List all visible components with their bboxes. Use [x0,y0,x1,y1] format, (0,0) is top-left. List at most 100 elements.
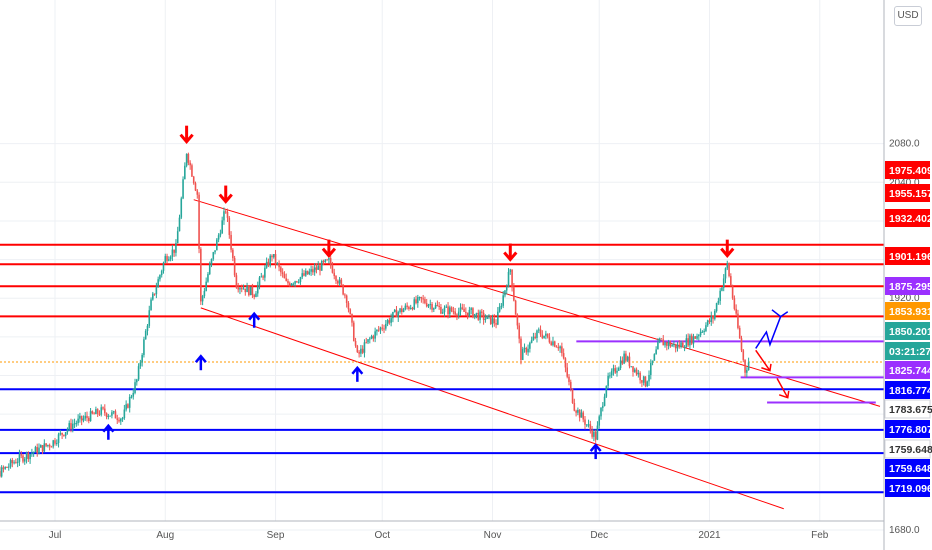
candle-body [130,396,133,398]
candle-body [306,270,309,275]
candle-body [47,444,49,446]
candle-body [607,375,609,386]
price-tag-label: 1783.675 [889,404,932,416]
candle-body [93,413,95,415]
candle-body [288,283,291,286]
candle-body [6,466,8,468]
candle-body [694,336,697,339]
candle-body [523,347,526,350]
candle-body [737,313,739,328]
candle-body [89,411,92,422]
candle-body [68,423,71,430]
candle-body [264,267,266,278]
price-tag-label: 1853.931 [889,306,932,318]
candle-body [178,217,181,232]
candle-body [587,424,590,426]
candle-body [303,273,305,276]
candle-body [411,307,414,310]
candle-body [310,269,312,272]
candle-body [386,320,389,324]
candle-body [639,372,641,381]
candle-body [513,287,515,301]
candle-body [258,277,261,286]
candle-body [342,284,344,295]
price-tag-box [885,184,930,202]
candle-body [205,281,207,291]
projection-down-arrowhead [778,390,790,399]
candle-body [553,341,556,347]
candle-body [388,320,391,323]
candle-body [91,411,94,414]
candle-body [251,286,254,296]
candle-body [301,273,304,278]
currency-button[interactable]: USD [894,6,922,26]
candle-body [543,335,545,338]
x-tick-label: Oct [374,530,390,541]
candle-body [507,271,510,288]
candle-body [402,309,405,313]
price-tag-label: 1759.648 [889,463,932,475]
candle-body [13,462,15,464]
candle-body [648,374,650,382]
candle-body [472,308,474,318]
candle-body [642,376,645,383]
candle-body [41,445,44,452]
candle-body [338,279,341,284]
candle-body [452,311,455,313]
candle-body [23,458,26,462]
x-tick-label: Feb [811,530,829,541]
candle-body [173,249,175,253]
candle-body [356,345,359,353]
candle-body [168,259,170,261]
candle-body [50,446,53,448]
candle-body [706,320,709,326]
candle-body [404,305,407,310]
price-tag-box [885,381,930,399]
candle-body [625,353,627,361]
candle-body [226,211,229,218]
candle-body [162,262,165,271]
x-tick-label: Sep [267,530,285,541]
candle-body [418,297,421,299]
candle-body [324,259,327,262]
candle-body [313,267,316,273]
candle-body [383,328,385,330]
candle-body [29,454,31,460]
candle-body [664,342,666,346]
candle-body [601,405,604,408]
candle-body [395,309,398,318]
candle-body [79,415,81,419]
price-tag-label: 1816.774 [889,385,932,397]
candle-body [598,416,601,426]
candle-body [457,311,460,316]
candle-body [84,415,87,419]
price-tag-label: 1975.409 [889,165,932,177]
candle-body [488,315,490,317]
candle-body [57,434,60,443]
candle-body [728,263,730,277]
candle-body [731,285,734,299]
price-tag-box [885,459,930,477]
candle-body [747,362,750,370]
candle-body [696,336,698,339]
candle-body [159,275,161,280]
candle-body [721,287,723,291]
pivot-high-arrow [720,239,735,258]
candle-body [735,308,737,314]
x-tick-label: Dec [590,530,608,541]
candle-body [687,338,689,346]
candle-body [722,278,725,288]
candle-body [71,423,74,430]
arrow-head [589,443,602,452]
candle-body [705,325,707,331]
candle-body [244,288,247,293]
price-tag-box [885,302,930,320]
candle-body [216,239,218,251]
arrow-head [218,193,233,204]
candle-body [63,434,65,436]
candle-body [77,418,79,424]
candle-body [443,307,446,313]
candle-body [320,261,323,271]
y-tick-label: 1920.0 [889,293,920,304]
price-tag-label: 1850.201 [889,326,932,338]
